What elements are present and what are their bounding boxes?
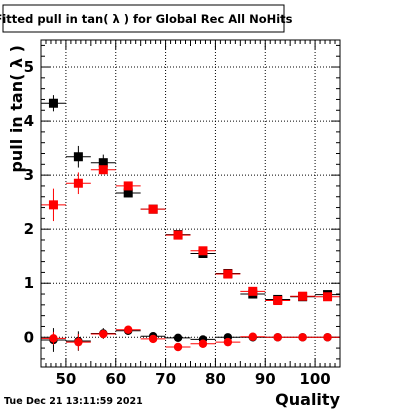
y-tick-label: 4 (24, 112, 34, 130)
chart-title: Fitted pull in tan( λ ) for Global Rec A… (0, 12, 293, 26)
data-point-circle (273, 333, 282, 342)
data-point-square (273, 296, 283, 306)
data-point-circle (49, 334, 58, 343)
data-point-square (173, 230, 183, 240)
y-tick-label: 3 (24, 166, 34, 184)
data-point-square (73, 178, 83, 188)
timestamp-label: Tue Dec 21 13:11:59 2021 (4, 396, 143, 407)
data-point-square (248, 286, 258, 296)
data-point-circle (323, 333, 332, 342)
axes: 50 60 70 80 90 100 0 1 2 3 4 5 (24, 40, 341, 388)
data-point-square (223, 269, 233, 279)
series-2 (41, 165, 340, 306)
data-point-square (198, 246, 208, 256)
data-point-circle (248, 332, 257, 341)
x-tick-label: 80 (205, 370, 226, 388)
data-point-square (98, 165, 108, 175)
data-point-square (48, 200, 58, 210)
data-point-square (98, 158, 108, 168)
y-tick-label: 2 (24, 220, 34, 238)
x-tick-label: 50 (55, 370, 76, 388)
chart-title-box (2, 4, 285, 33)
y-tick-label: 5 (24, 58, 34, 76)
data-point-circle (173, 333, 183, 343)
data-point-square (298, 291, 308, 301)
data-point-square (323, 292, 333, 302)
x-tick-label: 90 (255, 370, 276, 388)
y-tick-label: 1 (24, 274, 34, 292)
grid (41, 40, 340, 367)
y-tick-label: 0 (24, 328, 34, 346)
x-tick-label: 60 (105, 370, 126, 388)
series-3 (41, 326, 340, 352)
data-point-circle (74, 337, 83, 347)
data-point-square (48, 98, 58, 108)
data-point-circle (124, 325, 133, 334)
data-point-circle (198, 339, 208, 348)
data-point-square (123, 181, 133, 191)
data-point-circle (298, 333, 307, 342)
data-points (41, 95, 340, 352)
x-axis-title: Quality (275, 390, 340, 409)
data-point-circle (99, 329, 108, 339)
x-tick-label: 100 (299, 370, 330, 388)
data-point-square (123, 188, 133, 198)
x-tick-label: 70 (155, 370, 176, 388)
series-1 (41, 95, 340, 304)
plot-frame (40, 39, 341, 368)
data-point-circle (223, 337, 233, 347)
series-4 (41, 325, 340, 352)
data-point-circle (173, 342, 183, 352)
y-axis-title: pull in tan( λ ) (7, 45, 26, 173)
data-point-square (73, 152, 83, 162)
data-point-circle (148, 334, 158, 344)
data-point-square (148, 204, 158, 214)
